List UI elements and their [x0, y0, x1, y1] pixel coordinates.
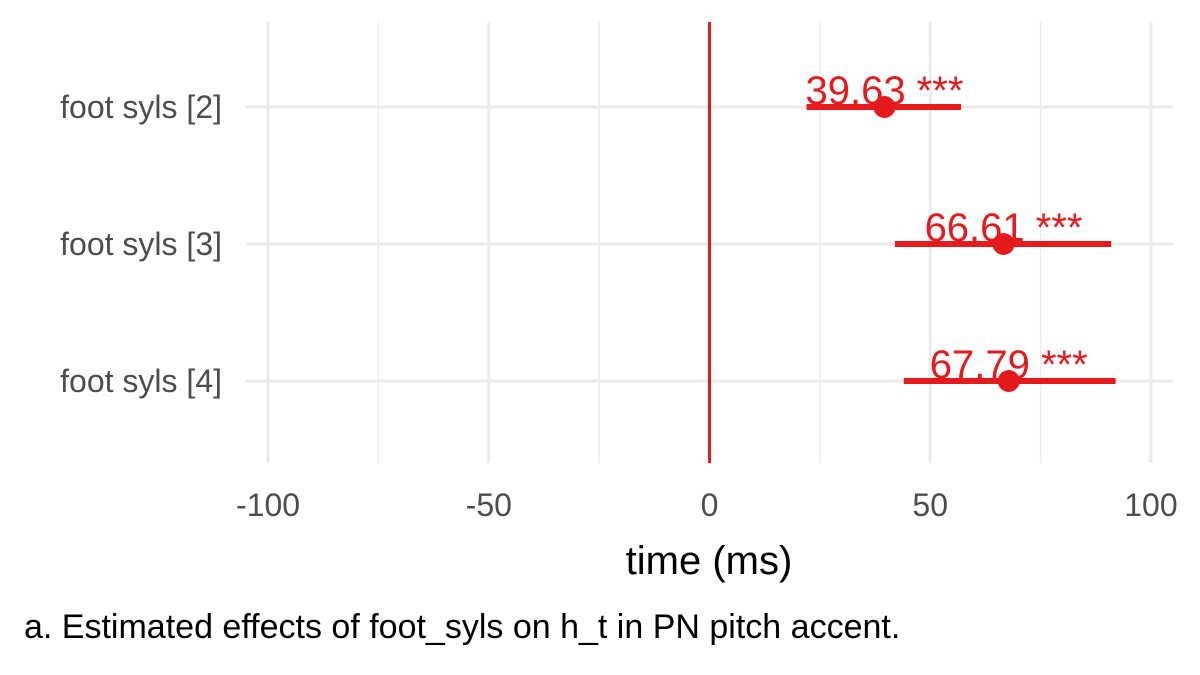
x-tick-label: -100	[236, 487, 300, 523]
x-tick-label: 100	[1124, 487, 1177, 523]
x-tick-label: 0	[701, 487, 719, 523]
estimate-label: 66.61 ***	[925, 206, 1083, 250]
estimate-label: 67.79 ***	[930, 343, 1088, 387]
x-tick-label: 50	[912, 487, 948, 523]
estimate-label: 39.63 ***	[805, 69, 963, 113]
estimate-point	[992, 233, 1015, 255]
y-tick-label: foot syls [3]	[60, 226, 222, 262]
x-tick-label: -50	[466, 487, 512, 523]
x-tick-labels: -100 -50 0 50 100	[236, 487, 1178, 523]
y-tick-labels: foot syls [2] foot syls [3] foot syls [4]	[60, 89, 222, 399]
y-tick-label: foot syls [4]	[60, 363, 222, 399]
estimate-point	[997, 370, 1020, 392]
y-tick-label: foot syls [2]	[60, 89, 222, 125]
figure-caption: a. Estimated effects of foot_syls on h_t…	[24, 608, 901, 646]
x-axis-label: time (ms)	[626, 539, 793, 583]
forest-plot: foot syls [2]foot syls [3]foot syls [4] …	[60, 22, 1178, 583]
estimate-point	[873, 96, 896, 118]
estimate-marks: 39.63 *** 66.61 *** 67.79 ***	[805, 69, 1116, 392]
